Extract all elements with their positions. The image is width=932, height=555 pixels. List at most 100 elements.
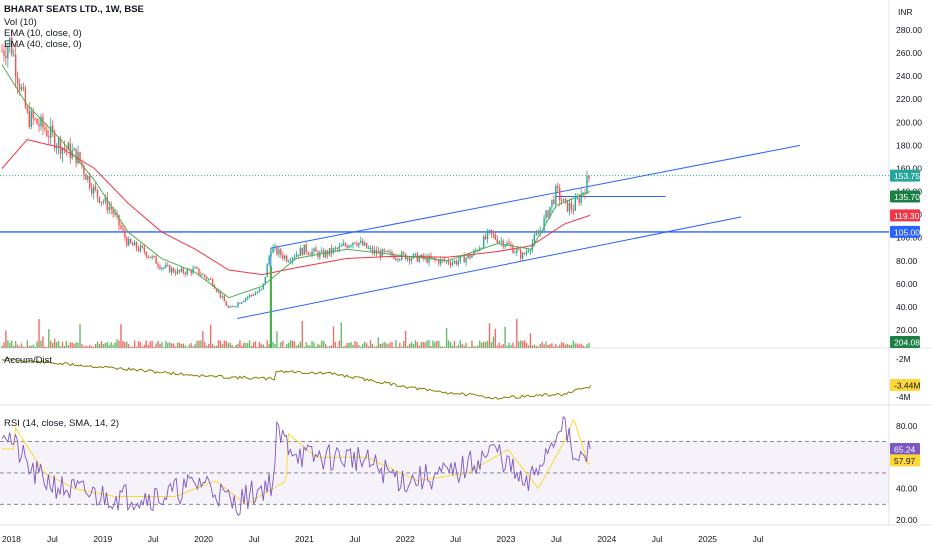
volume-bar	[217, 340, 220, 348]
time-tick-label: 2019	[93, 534, 112, 544]
volume-bar	[143, 344, 146, 348]
candle-body	[141, 245, 144, 248]
volume-bar	[436, 340, 438, 348]
volume-bar	[383, 341, 385, 348]
candle-body	[42, 116, 44, 128]
vol-indicator-label[interactable]: Vol (10)	[4, 17, 37, 28]
volume-bar	[141, 346, 144, 348]
volume-bar	[96, 341, 99, 348]
candle-body	[391, 252, 393, 256]
volume-bar	[180, 343, 183, 348]
hline-135-tag-bg	[890, 190, 920, 203]
volume-bar	[356, 342, 358, 348]
volume-bar	[59, 346, 62, 348]
volume-bar	[133, 340, 136, 348]
volume-bar	[75, 342, 77, 348]
volume-bar	[208, 344, 210, 348]
candle-body	[186, 269, 188, 275]
candle-body	[126, 237, 128, 246]
candle-body	[572, 209, 575, 211]
candle-body	[270, 252, 272, 257]
volume-bar	[161, 342, 163, 348]
candle-body	[87, 175, 89, 180]
ema-slow-label[interactable]: EMA (40, close, 0)	[4, 39, 82, 50]
volume-bar	[420, 342, 422, 348]
candle-body	[252, 294, 255, 296]
candle-body	[178, 269, 181, 272]
rsi-label[interactable]: RSI (14, close, SMA, 14, 2)	[4, 418, 120, 429]
volume-bar	[580, 343, 582, 348]
candle-body	[38, 124, 40, 127]
candle-body	[77, 152, 79, 164]
ema-fast-label[interactable]: EMA (10, close, 0)	[4, 28, 82, 39]
candle-body	[5, 55, 7, 59]
candle-body	[325, 250, 327, 258]
volume-bar	[393, 346, 395, 348]
volume-bar	[408, 344, 411, 348]
volume-bar	[194, 344, 196, 348]
candle-body	[311, 251, 313, 255]
volume-spike-bar	[269, 266, 272, 348]
volume-bar	[496, 345, 498, 348]
candle-body	[406, 257, 409, 260]
candle-body	[53, 132, 56, 149]
candle-body	[94, 186, 97, 190]
candle-body	[477, 250, 479, 252]
candle-body	[523, 253, 526, 255]
volume-bar	[406, 346, 409, 348]
candle-body	[227, 305, 229, 308]
volume-bar	[521, 340, 524, 348]
price-tick-label: 60.00	[896, 279, 918, 289]
volume-bar	[266, 340, 268, 348]
volume-bar	[297, 344, 300, 348]
last-price-tag: 153.75	[894, 171, 920, 181]
volume-bar	[149, 341, 151, 348]
price-tick-label: 40.00	[896, 302, 918, 312]
volume-bar	[108, 344, 110, 348]
volume-bar	[184, 345, 186, 348]
volume-bar	[256, 346, 259, 348]
candle-body	[139, 245, 142, 252]
ema-value-tag-bg	[890, 209, 920, 222]
volume-bar	[387, 344, 389, 348]
volume-bar	[403, 340, 405, 348]
volume-bar	[114, 342, 116, 348]
volume-bar	[280, 342, 282, 348]
candle-body	[408, 257, 411, 262]
candle-body	[319, 252, 321, 258]
candle-body	[184, 272, 186, 275]
candle-body	[231, 306, 233, 308]
time-tick-label: 2021	[295, 534, 314, 544]
volume-bar	[340, 322, 342, 348]
time-tick-label: Jul	[551, 534, 562, 544]
volume-bar	[295, 345, 298, 348]
accum-dist-label[interactable]: Accum/Dist	[4, 355, 53, 366]
candle-body	[28, 110, 30, 127]
candle-body	[44, 127, 46, 130]
volume-bar	[77, 342, 79, 348]
volume-bar	[91, 346, 93, 348]
volume-bar	[568, 344, 571, 348]
candle-body	[48, 136, 50, 138]
volume-bar	[126, 341, 128, 348]
volume-value-tag-bg	[890, 336, 920, 348]
candle-body	[157, 263, 159, 267]
volume-bar	[588, 342, 590, 348]
volume-bar	[430, 345, 432, 348]
volume-bar	[447, 340, 450, 348]
candle-body	[309, 254, 311, 256]
volume-bar	[250, 345, 253, 348]
candle-body	[471, 255, 473, 258]
candle-body	[30, 111, 32, 127]
candle-body	[291, 257, 294, 262]
candle-body	[284, 255, 286, 259]
volume-bar	[502, 344, 504, 348]
candle-body	[57, 138, 60, 147]
candle-body	[114, 213, 116, 215]
candle-body	[502, 240, 504, 247]
volume-bar	[309, 345, 311, 348]
volume-bar	[276, 331, 278, 348]
